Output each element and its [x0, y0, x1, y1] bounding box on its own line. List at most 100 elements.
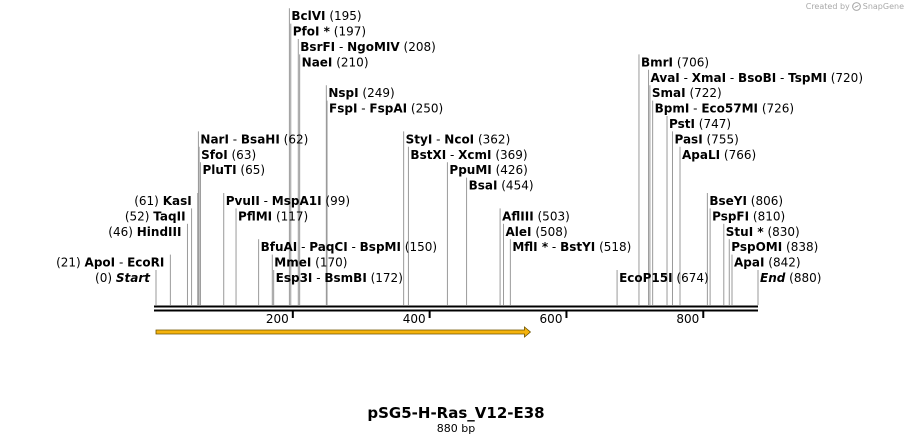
site-label-part: KasI — [163, 194, 192, 208]
site-label-part: (838) — [786, 240, 818, 254]
site-label-part: (0) — [95, 271, 112, 285]
site-label-pflmi: PflMI (117) — [238, 209, 308, 223]
site-label-ppumi: PpuMI (426) — [449, 163, 527, 177]
map-title: pSG5-H-Ras_V12-E38 — [367, 404, 545, 422]
site-label-nari-bsahi: NarI - BsaHI (62) — [200, 132, 308, 146]
site-label-alei: AleI (508) — [506, 225, 568, 239]
site-label-psti: PstI (747) — [669, 117, 731, 131]
site-label-bsai: BsaI (454) — [469, 179, 534, 193]
ruler-tick-label: 200 — [266, 312, 289, 326]
site-label-stui: StuI * (830) — [726, 225, 800, 239]
site-leaders — [155, 8, 759, 305]
site-label-part: (755) — [707, 132, 739, 146]
site-label-part: PspFI — [712, 209, 749, 223]
site-label-part: (62) — [284, 132, 309, 146]
site-label-part: - — [115, 256, 127, 270]
site-label-part: PasI — [674, 132, 702, 146]
site-label-part: - — [680, 71, 692, 85]
site-label-bfuai-paqci-bspmi: BfuAI - PaqCI - BspMI (150) — [261, 240, 437, 254]
site-label-pasi: PasI (755) — [674, 132, 738, 146]
site-label-part: (810) — [753, 209, 785, 223]
site-label-part: FspI — [329, 102, 357, 116]
site-label-part: BseYI — [709, 194, 747, 208]
site-label-part: BsrFI — [300, 40, 335, 54]
site-label-part: (65) — [240, 163, 265, 177]
site-label-part: BsaHI — [241, 132, 280, 146]
site-label-bstxi-xcmi: BstXI - XcmI (369) — [410, 148, 527, 162]
site-label-hindiii: (46) HindIII — [108, 225, 181, 239]
site-label-part: (46) — [108, 225, 133, 239]
site-label-part: MflI — [512, 240, 537, 254]
site-label-part: (369) — [495, 148, 527, 162]
site-label-part: ApaI — [734, 256, 764, 270]
site-label-esp3i-bsmbi: Esp3I - BsmBI (172) — [276, 271, 403, 285]
ruler-ticks: 200 400 600 800 — [266, 311, 705, 326]
site-label-part: (830) — [767, 225, 799, 239]
site-label-part: (518) — [599, 240, 631, 254]
ruler-tick-label: 400 — [403, 312, 426, 326]
site-label-part: Start — [116, 271, 151, 285]
site-label-part: - — [446, 148, 458, 162]
site-label-apali: ApaLI (766) — [682, 148, 756, 162]
site-label-apoi-ecori: (21) ApoI - EcoRI — [56, 256, 164, 270]
site-label-part: (426) — [496, 163, 528, 177]
site-label-part: (508) — [535, 225, 567, 239]
site-label-part: AflIII — [502, 209, 534, 223]
dna-backbone — [154, 305, 758, 312]
site-label-part: (208) — [404, 40, 436, 54]
site-label-part: TaqII — [153, 209, 185, 223]
site-label-part: PvuII — [226, 194, 260, 208]
site-label-part: BsmBI — [324, 271, 366, 285]
site-label-mfli-bstyi: MflI * - BstYI (518) — [512, 240, 631, 254]
site-label-part: BmrI — [641, 55, 673, 69]
site-label-part: SmaI — [652, 86, 686, 100]
site-label-part: BstYI — [560, 240, 595, 254]
site-label-ecop15i: EcoP15I (674) — [619, 271, 709, 285]
site-label-part: (150) — [405, 240, 437, 254]
site-labels: (0) Start(21) ApoI - EcoRI (46) HindIII (5… — [56, 9, 863, 285]
site-label-part: PpuMI — [449, 163, 491, 177]
site-label-part: (726) — [762, 102, 794, 116]
site-label-bclvi: BclVI (195) — [291, 9, 361, 23]
site-label-part: BfuAI — [261, 240, 298, 254]
site-label-part: BspMI — [360, 240, 401, 254]
site-label-part: End — [760, 271, 786, 285]
site-label-part: (52) — [125, 209, 150, 223]
site-label-part: (706) — [677, 55, 709, 69]
site-label-part: PspOMI — [731, 240, 782, 254]
site-label-part: - — [776, 71, 788, 85]
site-label-part: (503) — [538, 209, 570, 223]
site-label-part: XcmI — [458, 148, 491, 162]
site-label-part: (210) — [336, 55, 368, 69]
credit: Created by SnapGene — [806, 2, 904, 11]
site-label-part: PfoI — [293, 25, 320, 39]
site-label-naei: NaeI (210) — [302, 55, 369, 69]
site-label-part: SfoI — [201, 148, 228, 162]
site-label-part: (880) — [789, 271, 821, 285]
site-label-part: (195) — [329, 9, 361, 23]
site-label-part: - — [548, 240, 560, 254]
site-label-part: BstXI — [410, 148, 446, 162]
site-label-bseyi: BseYI (806) — [709, 194, 783, 208]
site-label-part: (722) — [689, 86, 721, 100]
site-label-part: PflMI — [238, 209, 272, 223]
site-label-part: NarI — [200, 132, 229, 146]
site-label-avai-xmai-bsobi-tspmi: AvaI - XmaI - BsoBI - TspMI (720) — [651, 71, 863, 85]
site-label-smai: SmaI (722) — [652, 86, 722, 100]
credit-prefix: Created by — [805, 2, 850, 11]
site-label-part: (99) — [325, 194, 350, 208]
ruler-tick-label: 600 — [540, 312, 563, 326]
site-label-start: (0) Start — [95, 271, 151, 285]
site-label-part: (170) — [315, 256, 347, 270]
site-label-part: Esp3I — [276, 271, 313, 285]
site-label-part: - — [229, 132, 241, 146]
site-label-part: NgoMIV — [347, 40, 400, 54]
site-label-sfoi: SfoI (63) — [201, 148, 256, 162]
site-label-part: (117) — [276, 209, 308, 223]
site-label-part: AleI — [506, 225, 532, 239]
site-label-part: (842) — [768, 256, 800, 270]
site-label-part: NaeI — [302, 55, 333, 69]
site-label-part: Eco57MI — [701, 102, 758, 116]
site-label-part: ApaLI — [682, 148, 720, 162]
site-label-part: (21) — [56, 256, 81, 270]
